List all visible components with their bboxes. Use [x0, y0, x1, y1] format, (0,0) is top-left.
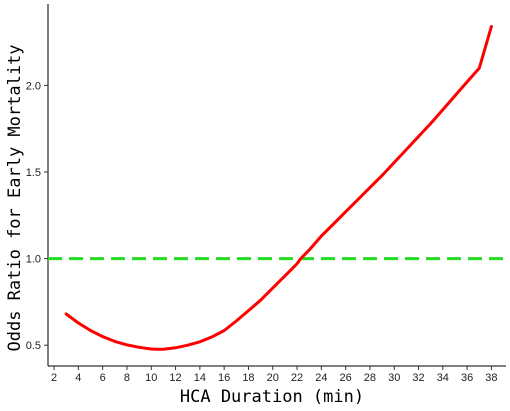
x-tick-label: 18	[242, 372, 254, 384]
y-tick-label: 2.0	[26, 80, 41, 92]
x-tick-label: 12	[169, 372, 181, 384]
x-tick-label: 24	[315, 372, 327, 384]
x-tick-label: 38	[485, 372, 497, 384]
x-tick-label: 30	[388, 372, 400, 384]
x-tick-label: 28	[364, 372, 376, 384]
x-tick-label: 4	[75, 372, 81, 384]
x-tick-label: 16	[218, 372, 230, 384]
x-tick-label: 10	[145, 372, 157, 384]
x-tick-label: 34	[437, 372, 449, 384]
x-tick-label: 14	[194, 372, 206, 384]
x-tick-label: 36	[461, 372, 473, 384]
x-tick-label: 6	[100, 372, 106, 384]
y-tick-label: 0.5	[26, 340, 41, 352]
y-axis-title: Odds Ratio for Early Mortality	[5, 44, 25, 351]
x-tick-label: 26	[340, 372, 352, 384]
y-tick-label: 1.5	[26, 167, 41, 179]
x-tick-label: 32	[412, 372, 424, 384]
x-tick-label: 20	[267, 372, 279, 384]
x-axis-title: HCA Duration (min)	[180, 387, 364, 406]
x-tick-label: 8	[124, 372, 130, 384]
x-tick-label: 22	[291, 372, 303, 384]
series-line	[64, 25, 493, 351]
y-tick-label: 1.0	[26, 254, 41, 266]
x-tick-label: 2	[51, 372, 57, 384]
